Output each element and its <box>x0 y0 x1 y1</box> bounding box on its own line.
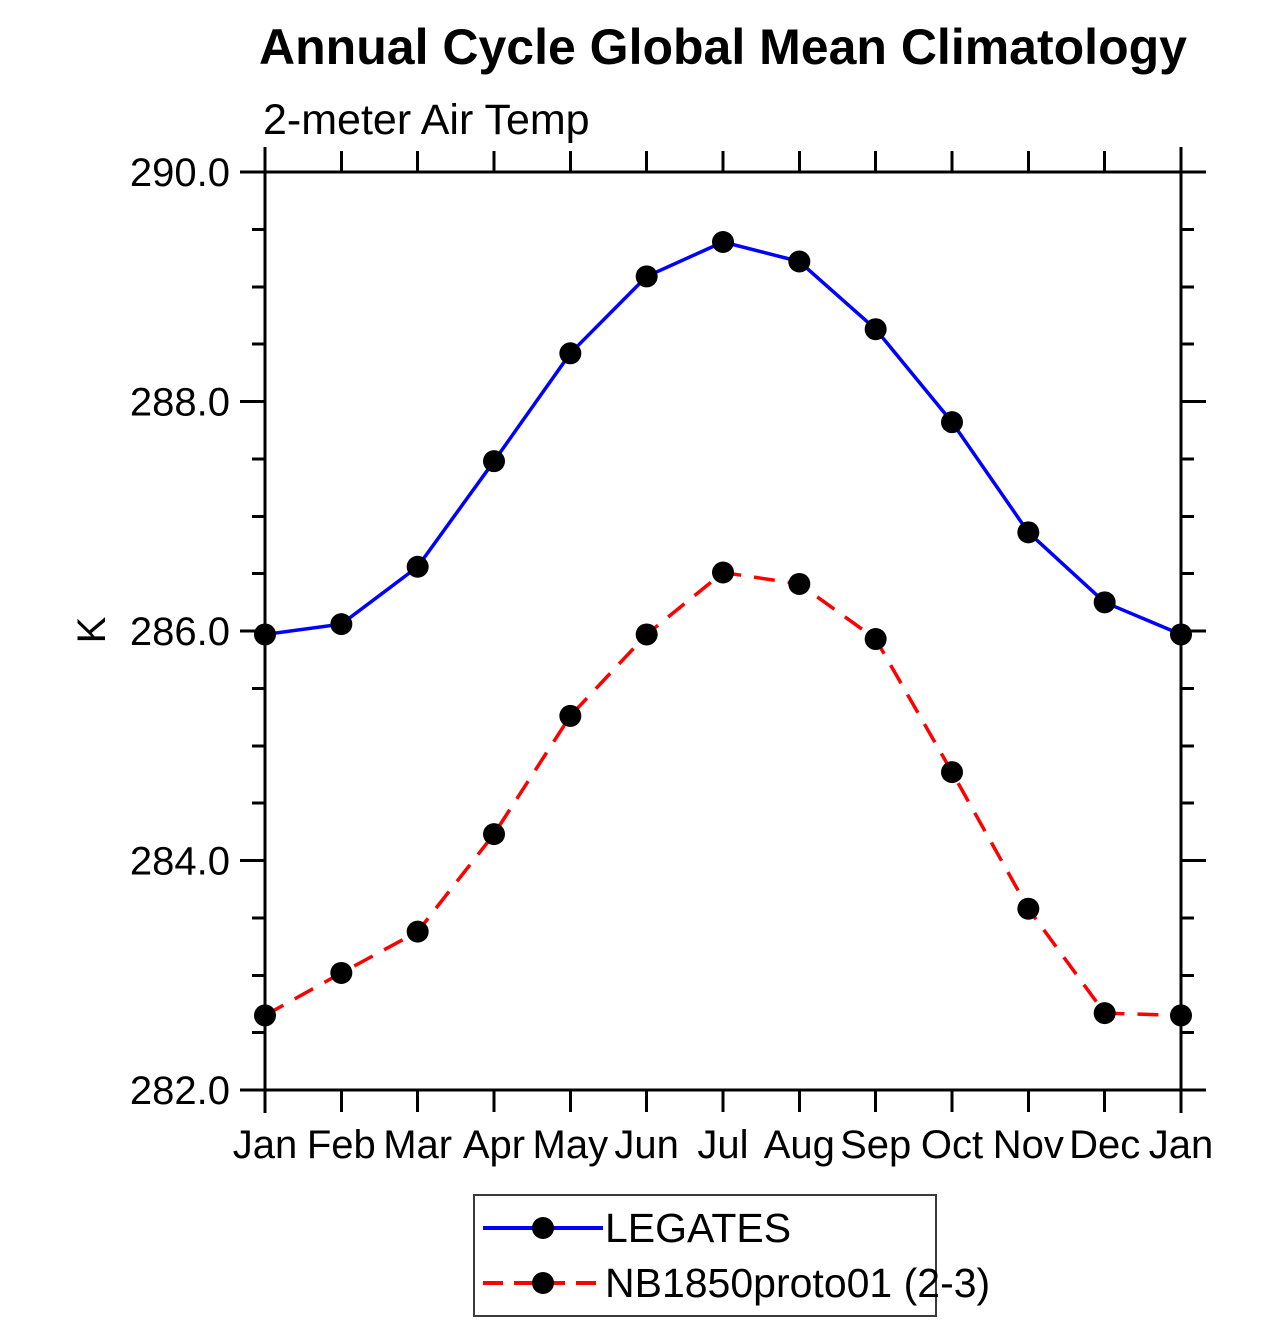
data-point-marker <box>941 411 963 434</box>
x-tick-label: Nov <box>993 1123 1064 1167</box>
data-point-marker <box>788 250 811 273</box>
x-tick-label: Sep <box>840 1123 911 1167</box>
data-point-marker <box>483 450 505 473</box>
x-tick-label: Oct <box>921 1123 983 1167</box>
x-tick-label: Dec <box>1069 1123 1140 1167</box>
data-point-marker <box>864 628 887 651</box>
legend-line-sample-solid-icon <box>483 1217 603 1239</box>
y-tick-label: 286.0 <box>130 610 230 654</box>
data-point-marker <box>483 823 505 846</box>
x-tick-label: Jul <box>697 1123 748 1167</box>
x-tick-label: Aug <box>764 1123 835 1167</box>
data-point-marker <box>559 704 582 727</box>
legend-item-legates: LEGATES <box>481 1206 791 1250</box>
x-tick-label: Jan <box>1149 1123 1214 1167</box>
data-point-marker <box>635 623 658 646</box>
x-tick-label: Feb <box>307 1123 376 1167</box>
data-point-marker <box>712 561 734 584</box>
chart-title: Annual Cycle Global Mean Climatology <box>259 19 1187 75</box>
y-tick-label: 288.0 <box>130 381 230 425</box>
y-tick-label: 282.0 <box>130 1069 230 1113</box>
x-tick-label: Mar <box>383 1123 452 1167</box>
y-axis-unit-label: K <box>70 616 114 644</box>
series-line-1 <box>264 570 1182 1018</box>
data-point-marker <box>330 613 353 636</box>
data-point-marker <box>864 318 887 341</box>
data-point-marker <box>712 230 734 253</box>
y-tick-label: 290.0 <box>130 151 230 195</box>
data-point-marker <box>254 1004 276 1027</box>
legend-label-nb1850proto01: NB1850proto01 (2-3) <box>605 1259 991 1306</box>
chart-subtitle: 2-meter Air Temp <box>263 96 590 144</box>
data-point-marker <box>1093 591 1116 614</box>
x-tick-label: Apr <box>463 1123 525 1167</box>
data-point-marker <box>559 342 582 365</box>
data-point-marker <box>1170 1004 1192 1027</box>
data-point-marker <box>635 265 658 288</box>
x-tick-label: Jan <box>233 1123 298 1167</box>
data-point-marker <box>941 761 963 784</box>
data-point-marker <box>1017 897 1040 920</box>
y-tick-label: 284.0 <box>130 840 230 884</box>
data-point-marker <box>788 572 811 595</box>
data-point-marker <box>330 961 353 984</box>
legend-item-nb1850proto01: NB1850proto01 (2-3) <box>481 1261 990 1305</box>
data-point-marker <box>406 920 429 943</box>
data-point-marker <box>254 623 276 646</box>
data-point-marker <box>1170 623 1192 646</box>
x-tick-label: Jun <box>614 1123 679 1167</box>
x-tick-label: May <box>533 1123 609 1167</box>
data-point-marker <box>1093 1002 1116 1025</box>
legend: LEGATES NB1850proto01 (2-3) <box>473 1194 990 1317</box>
data-point-marker <box>406 555 429 578</box>
legend-line-sample-dashed-icon <box>483 1272 603 1294</box>
data-point-marker <box>1017 521 1040 544</box>
legend-label-legates: LEGATES <box>605 1204 792 1251</box>
